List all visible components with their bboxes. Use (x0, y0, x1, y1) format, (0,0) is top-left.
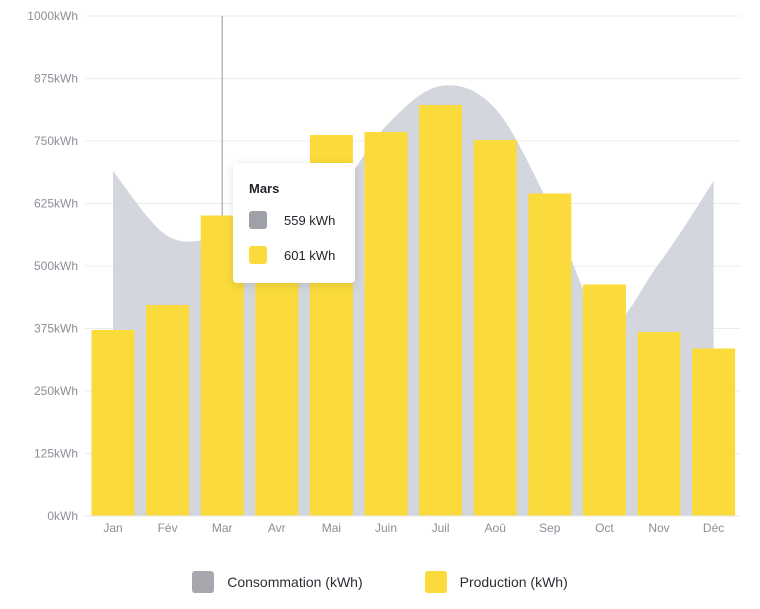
production-bar (692, 348, 736, 516)
y-tick-label: 750kWh (34, 134, 78, 148)
y-tick-label: 500kWh (34, 259, 78, 273)
x-tick-label: Juin (375, 521, 397, 535)
production-bar (255, 238, 299, 516)
legend-production-swatch (424, 571, 447, 593)
tooltip-production-row: 601 kWh (249, 245, 339, 265)
legend-consumption-swatch (192, 571, 215, 593)
legend-production-label: Production (kWh) (459, 574, 568, 590)
production-bar (419, 105, 463, 516)
y-tick-label: 375kWh (34, 322, 78, 336)
x-tick-label: Avr (268, 521, 286, 535)
tooltip-month: Mars (249, 181, 280, 196)
production-bar (473, 140, 517, 516)
tooltip-production-swatch (249, 246, 267, 264)
y-tick-label: 0kWh (47, 509, 78, 523)
legend-consumption-label: Consommation (kWh) (227, 574, 363, 590)
chart-legend: Consommation (kWh) Production (kWh) (0, 568, 760, 596)
y-tick-label: 625kWh (34, 197, 78, 211)
x-tick-label: Mai (322, 521, 341, 535)
tooltip-consumption-swatch (249, 211, 267, 229)
x-tick-label: Fév (158, 521, 178, 535)
x-tick-label: Sep (539, 521, 561, 535)
x-tick-label: Juil (432, 521, 450, 535)
x-tick-label: Aoû (485, 521, 506, 535)
legend-item-consumption[interactable]: Consommation (kWh) (192, 571, 363, 593)
hover-tooltip: Mars 559 kWh 601 kWh (233, 163, 355, 283)
y-tick-label: 125kWh (34, 447, 78, 461)
x-tick-label: Jan (103, 521, 122, 535)
x-tick-label: Oct (595, 521, 614, 535)
x-tick-label: Nov (648, 521, 669, 535)
tooltip-consumption-value: 559 kWh (284, 212, 336, 228)
production-bar (637, 332, 681, 516)
y-tick-label: 1000kWh (27, 9, 78, 23)
y-tick-label: 250kWh (34, 384, 78, 398)
x-tick-label: Déc (703, 521, 724, 535)
production-bar (528, 193, 572, 516)
production-bar (91, 330, 135, 516)
tooltip-consumption-row: 559 kWh (249, 210, 339, 230)
production-bar (146, 305, 190, 516)
legend-item-production[interactable]: Production (kWh) (424, 571, 568, 593)
y-tick-label: 875kWh (34, 72, 78, 86)
production-bar (364, 132, 408, 516)
x-tick-label: Mar (212, 521, 233, 535)
production-bar (582, 284, 626, 516)
tooltip-production-value: 601 kWh (284, 247, 336, 263)
